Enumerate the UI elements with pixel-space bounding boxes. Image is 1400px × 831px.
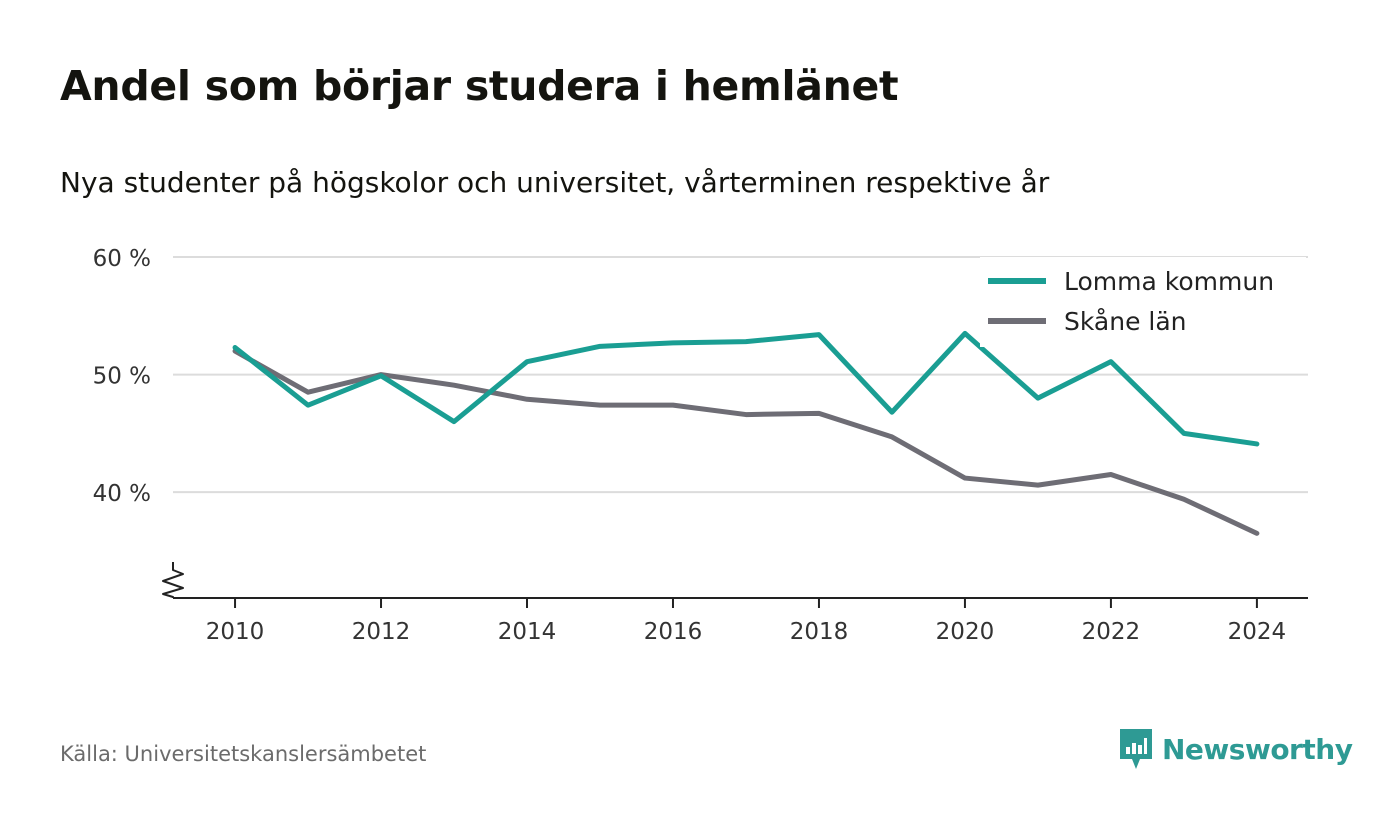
x-tick-label: 2018: [790, 619, 849, 645]
source-note: Källa: Universitetskanslersämbetet: [60, 742, 427, 766]
y-tick-label: 60 %: [93, 246, 151, 272]
x-tick-label: 2020: [936, 619, 995, 645]
legend: Lomma kommun Skåne län: [980, 257, 1306, 347]
series-line-lomma-kommun: [232, 330, 1260, 447]
x-tick-label: 2012: [352, 619, 411, 645]
x-tick-label: 2024: [1228, 619, 1287, 645]
y-tick-label: 40 %: [93, 481, 151, 507]
x-tick-label: 2022: [1082, 619, 1141, 645]
x-tick-label: 2014: [498, 619, 557, 645]
newsworthy-logo: Newsworthy: [1118, 726, 1353, 772]
legend-label-lomma-kommun: Lomma kommun: [1064, 267, 1274, 296]
chart-title: Andel som börjar studera i hemlänet: [60, 62, 899, 110]
y-tick-label: 50 %: [93, 364, 151, 390]
axes: 40 % 50 % 60 % 2010 2012 2014 2016 2018 2020 2022…: [93, 246, 1308, 645]
x-tick-label: 2010: [206, 619, 265, 645]
logo-text: Newsworthy: [1162, 732, 1353, 766]
y-axis-break-marker: [162, 562, 184, 598]
series-line-sk-ne-l-n: [232, 348, 1260, 536]
legend-label-sk-ne-l-n: Skåne län: [1064, 307, 1187, 336]
x-tick-label: 2016: [644, 619, 703, 645]
chart-subtitle: Nya studenter på högskolor och universit…: [60, 166, 1050, 199]
series-lines: [232, 330, 1260, 536]
legend-background: [980, 257, 1306, 347]
newsworthy-logo-icon: [1120, 729, 1152, 769]
